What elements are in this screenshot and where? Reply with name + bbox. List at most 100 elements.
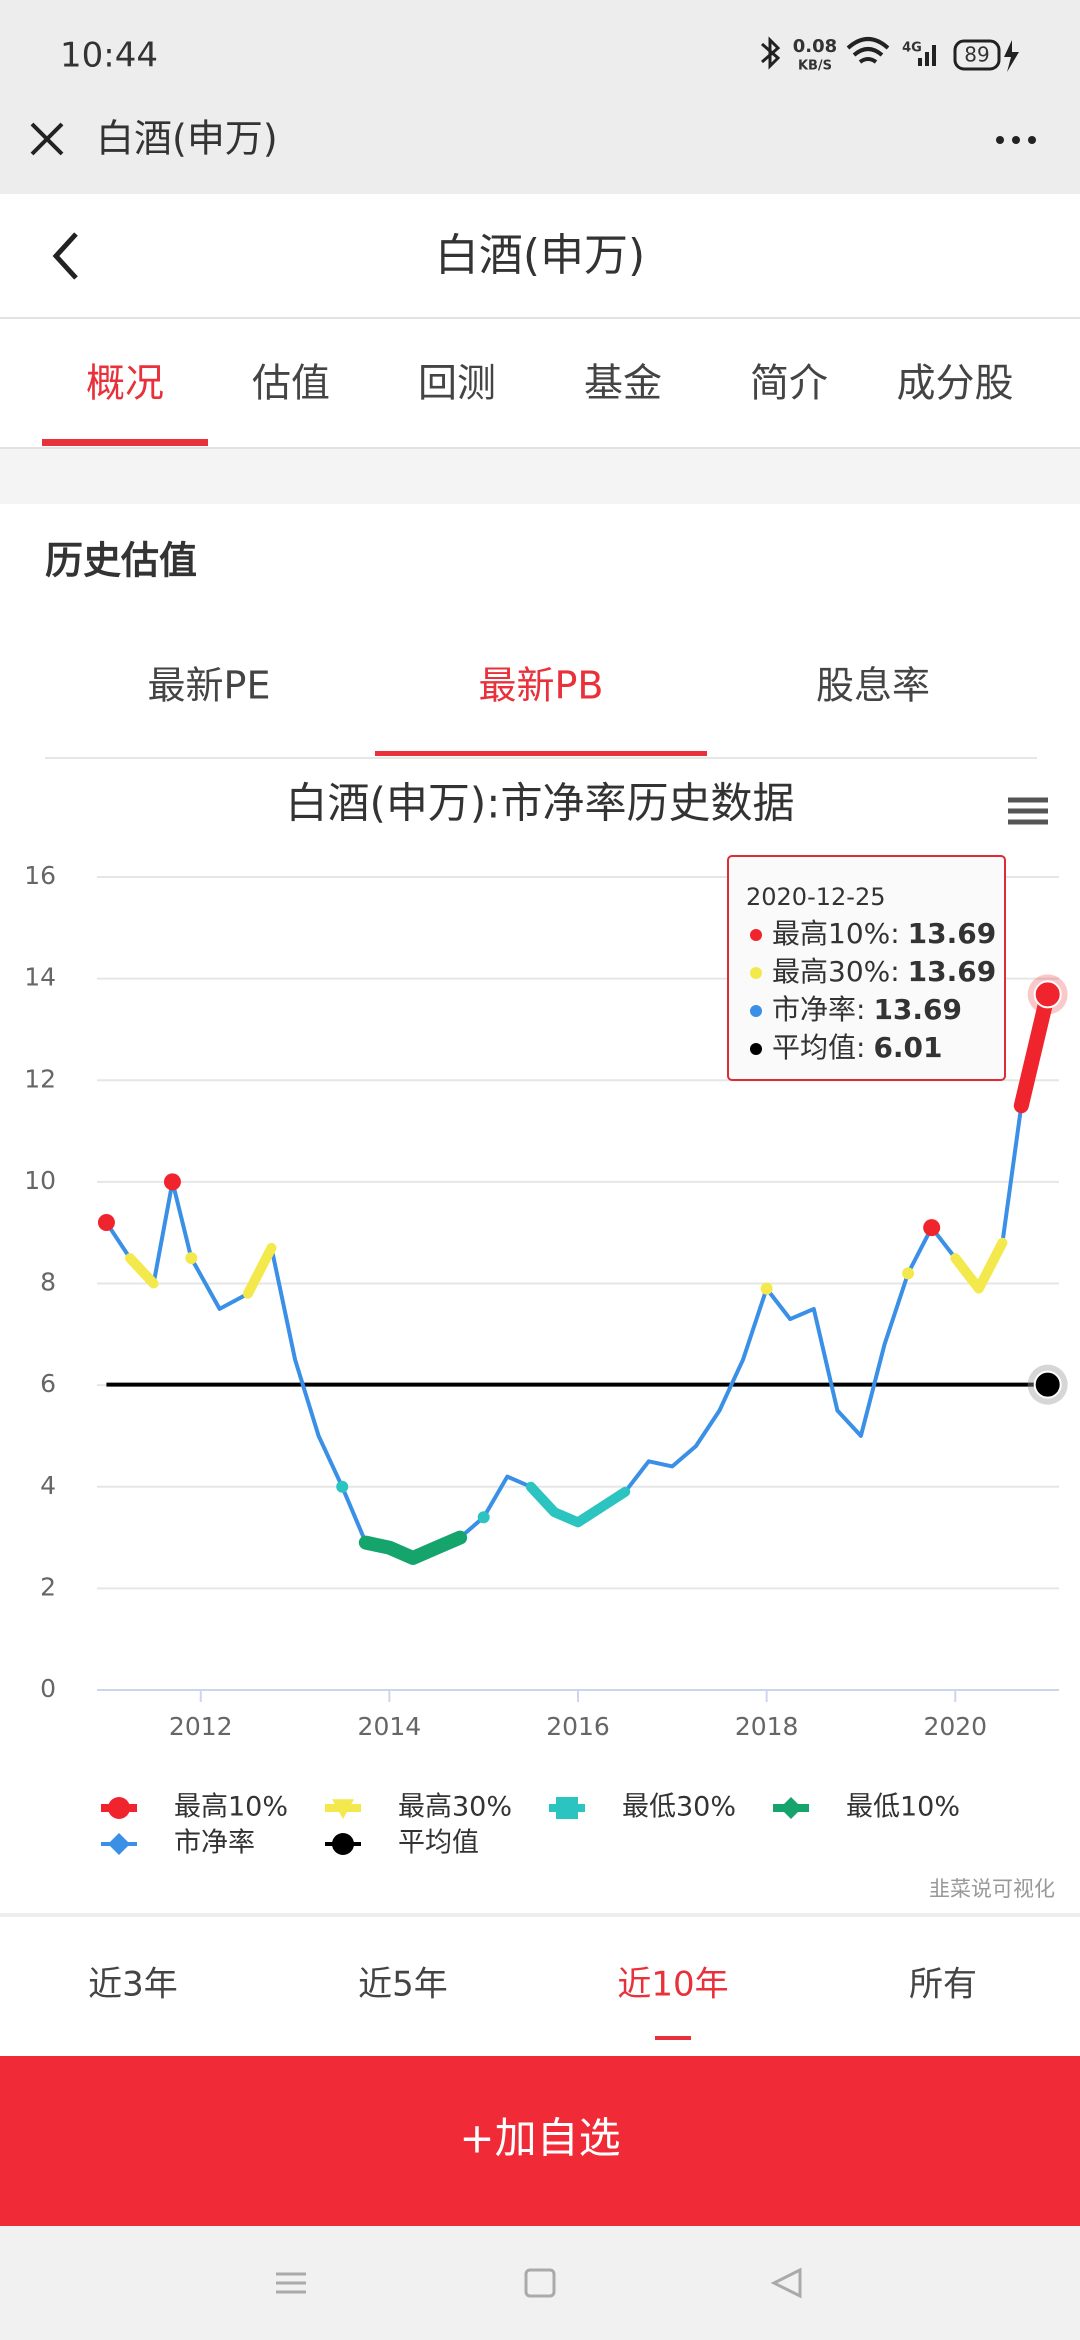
tooltip-dot [750, 1005, 762, 1017]
close-icon[interactable] [30, 122, 64, 156]
divider [0, 1913, 1080, 1917]
tab[interactable]: 概况 [86, 362, 164, 407]
subtab-indicator [375, 751, 707, 756]
y-tick-label: 2 [40, 1572, 56, 1601]
tab[interactable]: 估值 [252, 362, 330, 407]
line-point [185, 1252, 198, 1265]
y-tick-label: 8 [40, 1268, 56, 1297]
x-tick-label: 2014 [358, 1712, 422, 1741]
watermark: 韭菜说可视化 [929, 1877, 1055, 1901]
y-tick-label: 12 [24, 1064, 56, 1093]
tab-indicator [42, 439, 208, 446]
x-tick-label: 2012 [169, 1712, 233, 1741]
nav-back[interactable] [770, 2267, 802, 2299]
more-icon[interactable] [996, 136, 1036, 144]
add-button[interactable] [0, 2056, 1080, 2226]
bluetooth-icon [761, 36, 781, 70]
line-point [97, 1214, 115, 1232]
tooltip-dot [750, 967, 762, 979]
legend-label: 最高30% [398, 1792, 512, 1823]
line-point [163, 1173, 181, 1191]
charging-icon [1004, 40, 1019, 72]
tooltip-value: 13.69 [908, 955, 997, 988]
line-series [1013, 986, 1056, 1114]
y-tick-label: 14 [24, 963, 56, 992]
tab[interactable]: 回测 [418, 362, 496, 407]
line-point [760, 1282, 773, 1295]
tooltip-label: 市净率: [772, 993, 865, 1026]
legend-marker [780, 1797, 802, 1819]
status-time: 10:44 [60, 36, 158, 76]
status-icons [761, 36, 1019, 72]
section-title: 历史估值 [45, 539, 197, 583]
tooltip-value: 13.69 [873, 993, 962, 1026]
tooltip-value: 6.01 [873, 1031, 942, 1064]
signal-bar [925, 52, 929, 66]
tab[interactable]: 简介 [750, 362, 828, 407]
line-series [358, 1530, 468, 1565]
subtab[interactable]: 最新PB [479, 664, 604, 708]
tooltip-label: 最高30%: [772, 955, 900, 988]
legend-marker [332, 1799, 354, 1819]
battery-icon [953, 39, 1001, 71]
line-series [125, 1253, 159, 1289]
legend-label: 最低30% [622, 1792, 736, 1823]
range-tab[interactable]: 近3年 [88, 1965, 178, 2005]
legend-marker [108, 1797, 130, 1819]
tab[interactable]: 成分股 [896, 362, 1013, 407]
tooltip-dot [750, 1043, 762, 1055]
back-icon[interactable] [52, 232, 78, 280]
line-point [336, 1480, 349, 1493]
hover-point [1033, 980, 1062, 1009]
chart-menu-icon[interactable] [1008, 797, 1048, 825]
net-unit: KB/S [798, 59, 832, 74]
x-tick-label: 2020 [923, 1712, 987, 1741]
line-series [950, 1237, 1008, 1294]
battery-level: 89 [964, 43, 989, 67]
range-tab-indicator [655, 2036, 691, 2040]
legend-marker [556, 1797, 578, 1819]
tab[interactable]: 基金 [584, 362, 662, 407]
signal-bar [932, 45, 936, 66]
y-tick-label: 10 [24, 1166, 56, 1195]
subtab[interactable]: 股息率 [816, 664, 930, 708]
y-tick-label: 4 [40, 1471, 56, 1500]
nav-icons [276, 2267, 802, 2299]
tooltip-dot [750, 929, 762, 941]
nav-bar [0, 2226, 1080, 2340]
legend-label: 平均值 [398, 1828, 479, 1859]
x-tick-label: 2016 [546, 1712, 610, 1741]
chart-title: 白酒(申万):市净率历史数据 [286, 779, 795, 828]
tooltip-label: 平均值: [772, 1031, 865, 1064]
legend-label: 最低10% [846, 1792, 960, 1823]
line-point [923, 1219, 941, 1237]
page-title: 白酒(申万) [435, 230, 645, 281]
header-bg [0, 194, 1080, 318]
wifi-icon [846, 37, 890, 64]
range-tab[interactable]: 近5年 [358, 1965, 448, 2005]
tooltip-box [727, 855, 1006, 1081]
range-tab[interactable]: 所有 [909, 1965, 977, 2005]
subtab[interactable]: 最新PE [148, 664, 271, 708]
range-tab[interactable]: 近10年 [617, 1965, 728, 2005]
hover-point [1033, 1370, 1062, 1399]
tooltip-date: 2020-12-25 [746, 883, 885, 911]
wechat-bar-bg [0, 0, 1080, 194]
line-point [902, 1267, 915, 1280]
add-button-label[interactable]: +加自选 [459, 2114, 620, 2163]
nav-home[interactable] [524, 2268, 556, 2298]
tooltip-label: 最高10%: [772, 917, 900, 950]
wechat-title: 白酒(申万) [96, 117, 278, 161]
nav-menu[interactable] [276, 2272, 306, 2294]
legend-marker [332, 1833, 354, 1855]
network-type: 4G [902, 41, 922, 56]
signal-bar [918, 58, 922, 66]
x-tick-label: 2018 [735, 1712, 799, 1741]
line-series [525, 1481, 631, 1528]
line-point [477, 1511, 490, 1524]
tooltip-value: 13.69 [908, 917, 997, 950]
line-series [242, 1242, 277, 1299]
net-speed: 0.08 [793, 36, 837, 57]
